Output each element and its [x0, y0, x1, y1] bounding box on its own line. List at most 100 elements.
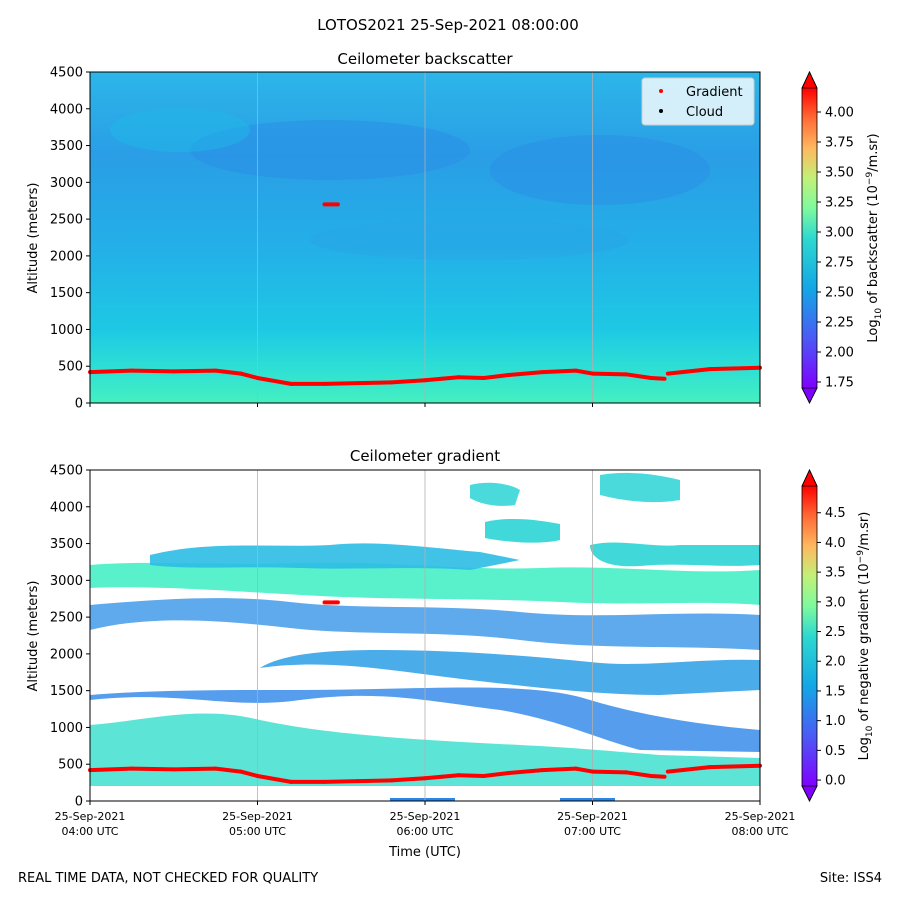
colorbar-tick-label: 1.5	[825, 684, 846, 699]
gradient-marker-segment	[356, 778, 394, 784]
gradient-marker-segment	[649, 375, 667, 381]
gradient-marker-segment	[456, 375, 486, 380]
cb1-label-prefix: Log	[866, 319, 881, 342]
gradient-marker-segment	[665, 765, 712, 774]
gradient-colorbar-extend-max	[801, 469, 818, 487]
y-tick-label: 500	[58, 360, 83, 375]
gradient-marker-segment	[456, 773, 486, 778]
colorbar-tick-label: 3.75	[825, 136, 854, 151]
y-tick-label: 2500	[50, 213, 83, 228]
gradient-marker-segment	[213, 368, 243, 376]
colorbar-tick-label: 1.75	[825, 376, 854, 391]
gradient-marker-segment	[423, 774, 444, 781]
y-tick-label: 4000	[50, 102, 83, 117]
gradient-marker-segment	[506, 370, 545, 378]
colorbar-tick-label: 2.50	[825, 286, 854, 301]
colorbar-tick-label: 2.25	[825, 316, 854, 331]
gradient-colorbar-extend-min	[801, 785, 818, 802]
gradient-marker-segment	[590, 371, 628, 377]
backscatter-patch	[310, 220, 630, 260]
gradient-marker-segment	[439, 375, 461, 381]
legend: Gradient Cloud	[641, 77, 755, 126]
backscatter-patch	[490, 135, 710, 205]
gradient-marker-segment	[481, 373, 511, 380]
colorbar-tick-label: 2.00	[825, 346, 854, 361]
backscatter-colorbar-bar	[802, 88, 817, 388]
y-tick-label: 0	[75, 397, 83, 412]
gradient-band	[590, 542, 760, 567]
gradient-marker-segment	[624, 770, 654, 778]
y-tick-label: 1000	[50, 323, 83, 338]
legend-gradient-marker	[659, 89, 663, 93]
cb2-label-suffix: /m.sr)	[857, 512, 872, 550]
gradient-marker-segment	[573, 368, 595, 376]
y-tick-label: 3500	[50, 537, 83, 552]
footer-site: Site: ISS4	[820, 871, 882, 886]
gradient-marker-segment	[540, 368, 578, 375]
cb2-label-sup: −9	[856, 550, 866, 564]
gradient-marker-segment	[356, 380, 394, 386]
gradient-marker-segment	[439, 773, 461, 779]
backscatter-colorbar-extend-max	[801, 71, 818, 89]
colorbar-tick-label: 2.5	[825, 625, 846, 640]
backscatter-patch	[110, 108, 250, 152]
cb1-label-suffix: /m.sr)	[866, 133, 881, 171]
colorbar-tick-label: 3.0	[825, 595, 846, 610]
gradient-gradient-markers	[88, 600, 762, 784]
y-tick-label: 500	[58, 758, 83, 773]
gradient-colorbar-bar	[802, 486, 817, 786]
figure-title: LOTOS2021 25-Sep-2021 08:00:00	[317, 16, 579, 34]
gradient-marker-segment	[590, 769, 628, 775]
colorbar-tick-label: 2.0	[825, 655, 846, 670]
gradient-marker-segment	[707, 763, 762, 770]
backscatter-panel: Ceilometer backscatter 0 500 1000 1500 2000 2…	[26, 50, 884, 412]
backscatter-colorbar-label: Log10 of backscatter (10−9/m.sr)	[865, 133, 884, 342]
gradient-xlabel: Time (UTC)	[388, 845, 461, 860]
gradient-marker-segment	[322, 779, 360, 784]
cb2-label-sub: 10	[865, 725, 875, 737]
gradient-marker-segment	[88, 766, 134, 773]
gradient-marker-segment	[707, 365, 762, 372]
colorbar-tick-label: 4.5	[825, 506, 846, 521]
legend-gradient-label: Gradient	[686, 85, 743, 100]
gradient-marker-segment	[540, 766, 578, 773]
gradient-marker-segment	[624, 372, 654, 380]
y-tick-label: 0	[75, 795, 83, 810]
backscatter-patch	[190, 120, 470, 180]
gradient-marker-segment	[129, 368, 176, 374]
colorbar-tick-label: 3.00	[825, 226, 854, 241]
backscatter-ylabel: Altitude (meters)	[26, 183, 41, 294]
x-tick-label-time: 05:00 UTC	[229, 825, 286, 838]
legend-box	[641, 77, 755, 126]
gradient-marker-segment	[238, 371, 260, 380]
gradient-band	[260, 650, 760, 695]
backscatter-grid	[257, 72, 593, 403]
gradient-marker-segment	[129, 766, 176, 772]
x-tick-label-date: 25-Sep-2021	[557, 810, 628, 823]
footer-disclaimer: REAL TIME DATA, NOT CHECKED FOR QUALITY	[18, 871, 318, 886]
gradient-marker-segment	[649, 773, 667, 779]
y-tick-label: 4500	[50, 464, 83, 479]
gradient-grid	[257, 470, 593, 801]
cb1-label-mid: of backscatter (10	[866, 185, 881, 308]
gradient-colorbar: 0.0 0.5 1.0 1.5 2.0 2.5 3.0 3.5 4.0 4.5 Log10 of …	[801, 469, 875, 802]
gradient-marker-segment	[322, 381, 360, 386]
x-tick-label-time: 07:00 UTC	[564, 825, 621, 838]
legend-cloud-label: Cloud	[686, 105, 723, 120]
gradient-band	[485, 518, 560, 543]
colorbar-tick-label: 4.00	[825, 106, 854, 121]
gradient-marker-segment	[481, 771, 511, 778]
y-tick-label: 1500	[50, 684, 83, 699]
gradient-title: Ceilometer gradient	[350, 447, 500, 465]
x-tick-label-time: 08:00 UTC	[731, 825, 788, 838]
colorbar-tick-label: 1.0	[825, 714, 846, 729]
gradient-marker-segment	[423, 376, 444, 383]
y-tick-label: 3500	[50, 139, 83, 154]
gradient-marker-segment	[88, 368, 134, 375]
gradient-colorbar-ticks: 0.0 0.5 1.0 1.5 2.0 2.5 3.0 3.5 4.0 4.5	[817, 506, 846, 789]
y-tick-label: 2000	[50, 647, 83, 662]
gradient-marker-segment	[171, 766, 218, 772]
gradient-colorbar-outline	[801, 469, 818, 802]
y-tick-label: 2000	[50, 249, 83, 264]
